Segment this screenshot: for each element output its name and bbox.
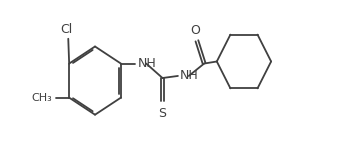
Text: S: S [159, 107, 167, 120]
Text: Cl: Cl [60, 23, 72, 36]
Text: CH₃: CH₃ [31, 93, 52, 103]
Text: O: O [190, 24, 200, 37]
Text: NH: NH [138, 57, 157, 70]
Text: NH: NH [180, 69, 198, 82]
